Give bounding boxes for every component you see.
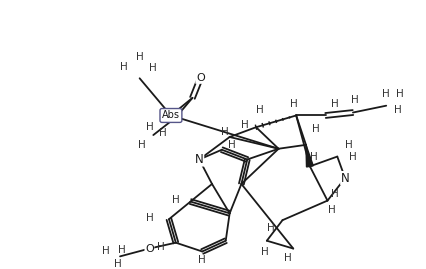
Text: N: N xyxy=(195,153,203,166)
Text: H: H xyxy=(135,52,143,62)
Text: H: H xyxy=(159,128,167,138)
Text: H: H xyxy=(284,253,291,263)
Text: H: H xyxy=(120,62,127,72)
Text: H: H xyxy=(145,122,153,132)
Text: O: O xyxy=(145,243,153,254)
Text: H: H xyxy=(266,223,274,233)
Text: H: H xyxy=(256,105,263,115)
Text: Abs: Abs xyxy=(161,111,179,121)
Text: O: O xyxy=(196,73,204,83)
Text: H: H xyxy=(102,246,110,256)
Text: H: H xyxy=(198,255,206,265)
Text: H: H xyxy=(241,120,249,130)
Text: H: H xyxy=(220,127,228,137)
Text: H: H xyxy=(149,63,157,73)
Text: H: H xyxy=(350,95,358,105)
Text: H: H xyxy=(137,140,145,150)
Text: H: H xyxy=(393,105,401,115)
Text: H: H xyxy=(395,89,403,99)
Text: H: H xyxy=(331,99,338,109)
Text: H: H xyxy=(327,206,334,215)
Text: H: H xyxy=(331,189,338,199)
Text: H: H xyxy=(145,213,153,223)
Text: H: H xyxy=(344,140,352,150)
Text: H: H xyxy=(172,195,179,205)
Text: H: H xyxy=(227,140,235,150)
Text: H: H xyxy=(311,124,319,134)
Text: H: H xyxy=(381,89,389,99)
Text: H: H xyxy=(157,242,164,252)
Text: H: H xyxy=(260,247,268,257)
Text: H: H xyxy=(118,245,126,254)
Text: N: N xyxy=(340,172,348,185)
Polygon shape xyxy=(305,145,313,167)
Text: H: H xyxy=(114,259,122,269)
Text: H: H xyxy=(309,151,317,162)
Text: H: H xyxy=(348,151,356,162)
Text: H: H xyxy=(290,99,297,109)
